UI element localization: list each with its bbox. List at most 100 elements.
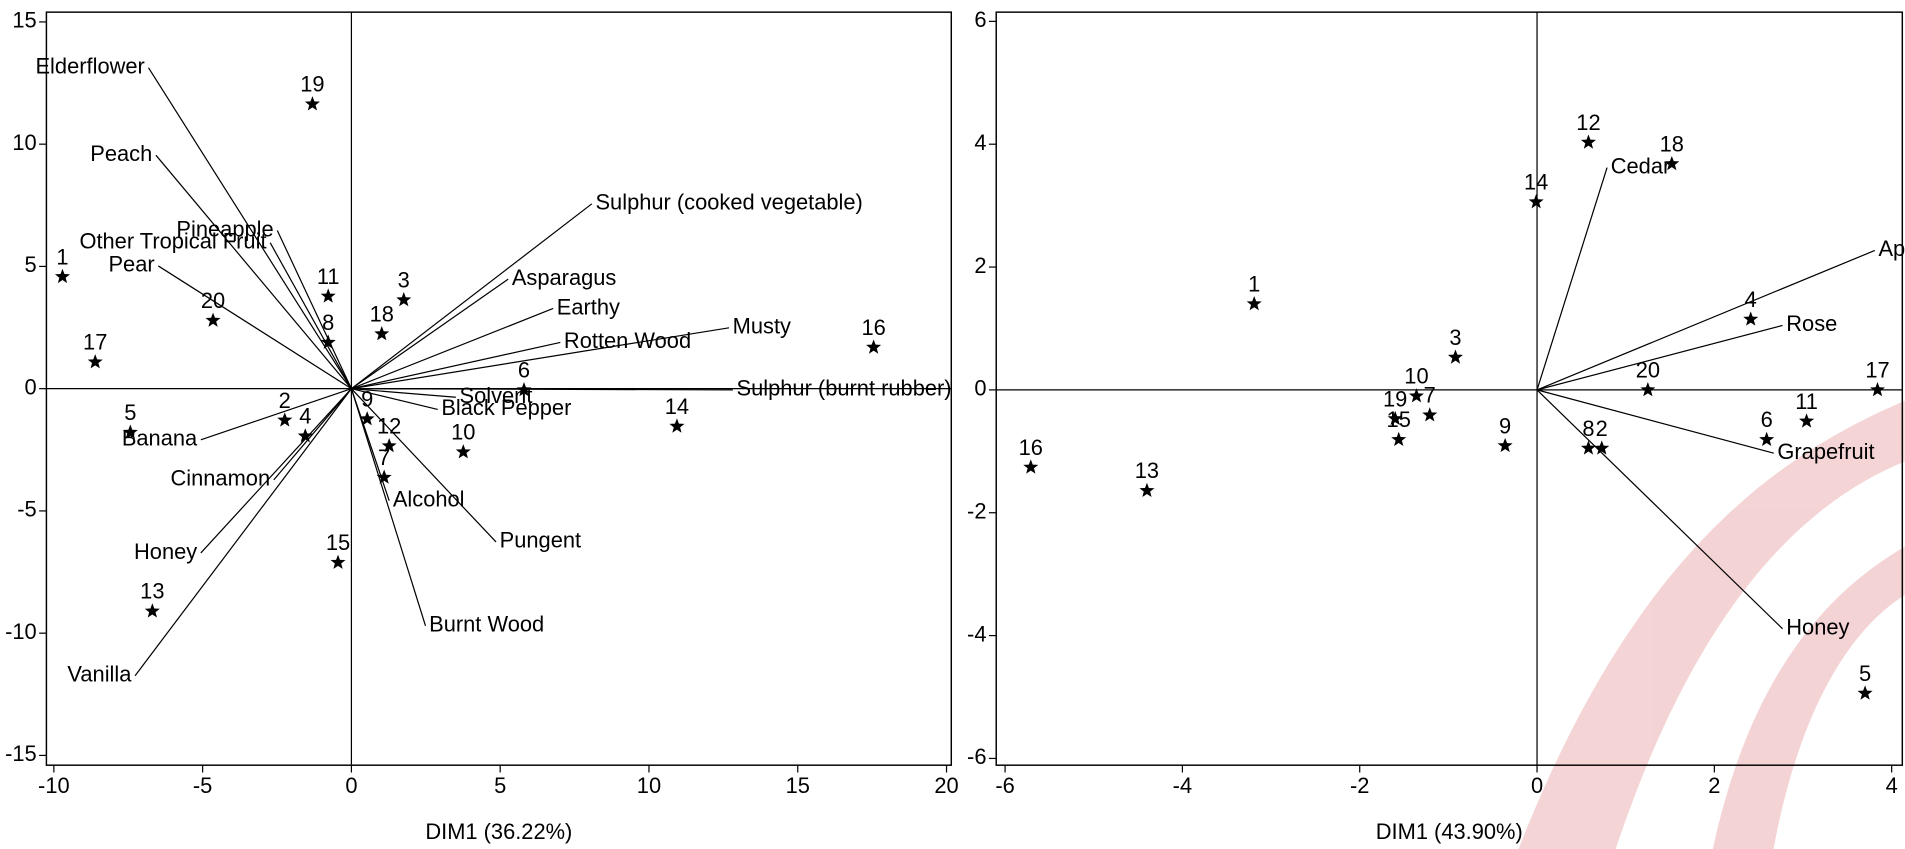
point-label: 7 — [1424, 383, 1436, 408]
y-tick-label: -4 — [967, 621, 986, 646]
point-label: 15 — [1387, 407, 1411, 432]
point-marker — [54, 268, 70, 284]
x-tick-label: 5 — [494, 773, 506, 798]
point-marker — [1743, 311, 1759, 326]
vector-label: Banana — [122, 426, 198, 451]
loading-vector — [351, 327, 730, 390]
vector-label: Alcohol — [393, 486, 465, 511]
loading-vector — [200, 388, 352, 554]
vector-label: Black Pepper — [441, 395, 571, 420]
loading-vector — [134, 388, 352, 677]
point-label: 12 — [377, 413, 401, 438]
point-label: 2 — [1596, 416, 1608, 441]
point-label: 19 — [1383, 386, 1407, 411]
y-tick-label: -2 — [967, 499, 986, 524]
vector-label: Pungent — [500, 528, 581, 553]
point-marker — [374, 326, 390, 341]
watermark-swoosh — [1518, 400, 1905, 849]
point-label: 9 — [361, 387, 373, 412]
x-tick-label: 0 — [345, 773, 357, 798]
point-label: 3 — [398, 267, 410, 292]
y-tick-label: 15 — [12, 8, 36, 33]
point-label: 15 — [326, 530, 350, 555]
point-label: 20 — [1636, 357, 1660, 382]
point-marker — [1387, 410, 1403, 426]
point-marker — [1447, 349, 1463, 364]
x-tick-label: -2 — [1350, 773, 1369, 798]
y-tick-label: 4 — [974, 130, 986, 155]
point-label: 1 — [1248, 271, 1260, 296]
y-tick-label: 0 — [25, 374, 37, 399]
point-marker — [1422, 407, 1438, 422]
point-label: 14 — [1524, 170, 1548, 195]
loading-vector — [147, 67, 352, 389]
point-label: 5 — [1859, 661, 1871, 686]
point-marker — [396, 292, 412, 307]
vector-label: Cinnamon — [170, 466, 270, 491]
point-marker — [320, 288, 336, 303]
point-marker — [205, 312, 221, 327]
loading-vector — [350, 388, 427, 627]
vector-label: Other Tropical Fruit — [79, 228, 266, 253]
point-label: 12 — [1576, 110, 1600, 135]
point-label: 11 — [317, 264, 340, 289]
point-marker — [1528, 194, 1544, 209]
point-marker — [87, 354, 103, 369]
loading-vector — [1536, 389, 1784, 630]
loading-vector — [351, 341, 561, 390]
point-marker — [455, 444, 471, 459]
x-tick-label: -5 — [193, 773, 212, 798]
x-tick-label: 0 — [1531, 773, 1543, 798]
y-tick-label: -5 — [17, 497, 36, 522]
y-tick-label: 2 — [974, 253, 986, 278]
loading-vector — [276, 230, 352, 389]
point-label: 13 — [140, 579, 164, 604]
x-tick-label: -10 — [38, 773, 70, 798]
vector-label: Earthy — [557, 294, 620, 319]
vector-label: Honey — [1786, 615, 1849, 640]
point-label: 8 — [322, 310, 334, 335]
loading-vector — [157, 265, 352, 390]
x-tick-label: 15 — [786, 773, 810, 798]
point-marker — [1391, 431, 1407, 447]
loading-vector — [1536, 324, 1783, 391]
watermark — [1518, 400, 1905, 849]
vector-label: Rotten Wood — [564, 328, 691, 353]
loading-vector — [351, 278, 509, 390]
point-label: 13 — [1135, 458, 1159, 483]
point-marker — [297, 428, 313, 443]
loading-vector — [155, 154, 352, 390]
point-label: 4 — [1745, 287, 1757, 312]
point-label: 10 — [1404, 364, 1428, 389]
point-label: 6 — [518, 357, 530, 382]
vector-label: Musty — [733, 314, 791, 339]
point-label: 14 — [665, 394, 689, 419]
point-label: 17 — [83, 330, 107, 355]
point-label: 2 — [279, 388, 291, 413]
point-label: 6 — [1761, 407, 1773, 432]
loading-vector — [351, 388, 733, 391]
loading-vector — [1536, 249, 1876, 391]
point-label: 17 — [1865, 357, 1889, 382]
point-label: 10 — [451, 420, 475, 445]
point-marker — [1640, 382, 1656, 397]
vector-label: Apple — [1878, 236, 1905, 261]
point-marker — [304, 96, 320, 111]
x-axis-label: DIM1 (43.90%) — [1376, 819, 1523, 844]
point-label: 5 — [124, 400, 136, 425]
point-marker — [320, 334, 336, 349]
point-label: 19 — [300, 72, 324, 97]
point-label: 18 — [1660, 131, 1684, 156]
watermark-swoosh — [1712, 546, 1905, 849]
y-tick-label: 6 — [974, 7, 986, 32]
point-label: 1 — [56, 244, 68, 269]
point-label: 9 — [1499, 413, 1511, 438]
plot-frame — [995, 11, 1904, 766]
x-tick-label: 2 — [1708, 773, 1720, 798]
point-label: 11 — [1795, 389, 1818, 414]
point-marker — [669, 418, 685, 433]
point-marker — [1580, 440, 1596, 455]
vector-label: Elderflower — [35, 53, 144, 78]
